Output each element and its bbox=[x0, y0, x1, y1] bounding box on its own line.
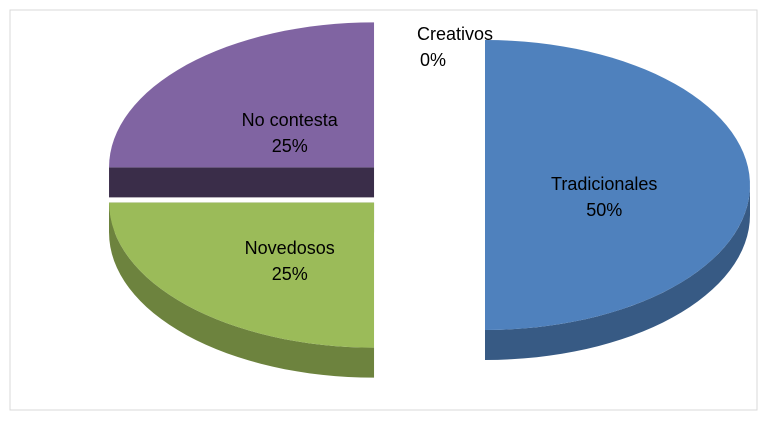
slice-side bbox=[485, 185, 750, 360]
data-label: Creativos 0% bbox=[400, 21, 510, 73]
pie-slice bbox=[485, 40, 750, 330]
value-label: 50% bbox=[586, 200, 623, 220]
pie-slice bbox=[109, 22, 375, 168]
value-label: 25% bbox=[271, 136, 308, 157]
category-label: Novedosos bbox=[244, 237, 335, 258]
slice-wall bbox=[109, 167, 375, 198]
data-label: No contesta 25% bbox=[230, 107, 350, 159]
category-label: Creativos bbox=[416, 24, 494, 44]
data-label: Novedosos 25% bbox=[230, 235, 350, 287]
data-label: Tradicionales 50% bbox=[550, 171, 658, 223]
category-label: Tradicionales bbox=[551, 174, 658, 194]
value-label: 0% bbox=[420, 50, 447, 70]
category-label: No contesta bbox=[241, 110, 338, 131]
pie-slice bbox=[109, 202, 375, 348]
slice-side bbox=[109, 202, 375, 378]
value-label: 25% bbox=[271, 263, 308, 284]
